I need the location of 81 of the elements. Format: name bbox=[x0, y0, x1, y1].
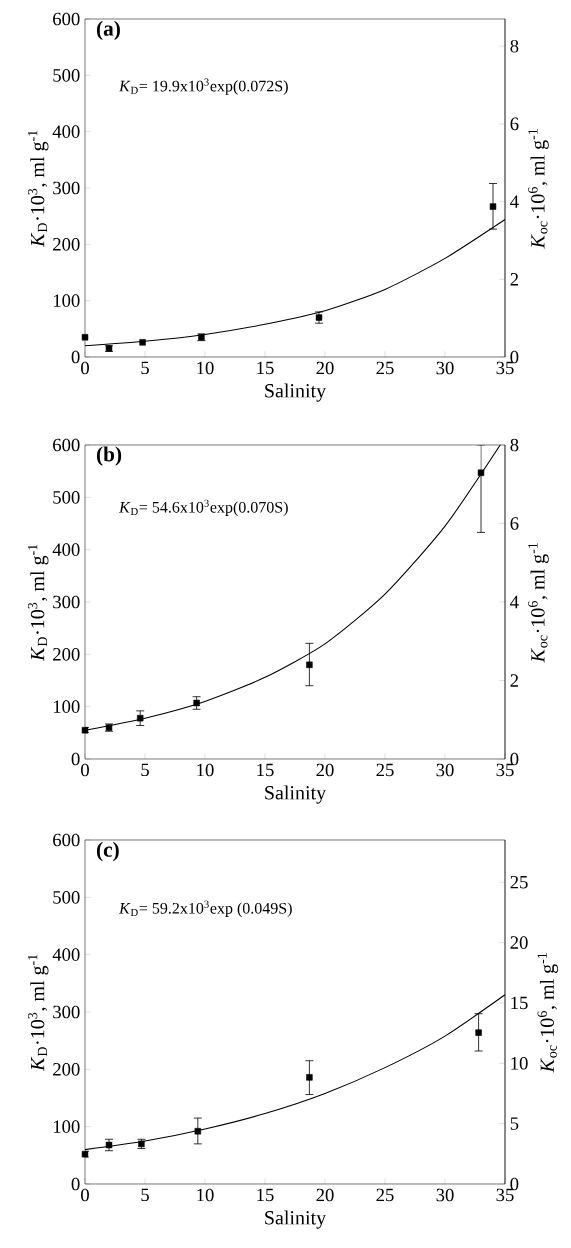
x-tick-label: 25 bbox=[376, 361, 394, 375]
y-tick-label: 0 bbox=[71, 752, 80, 766]
chart-title: (a) bbox=[96, 20, 120, 41]
x-axis-title: Salinity bbox=[265, 785, 327, 804]
y-tick-label: 100 bbox=[53, 294, 80, 307]
x-tick-label: 0 bbox=[81, 763, 89, 777]
y-tick-label: 200 bbox=[53, 648, 80, 661]
y2-tick-label: 25 bbox=[510, 875, 528, 889]
x-tick-label: 15 bbox=[257, 361, 274, 375]
y2-tick-label: 5 bbox=[510, 1117, 519, 1130]
annotation: K$_{D}$= 59.2x10$^{3}$exp (0.049S) bbox=[118, 900, 292, 917]
x-tick-label: 25 bbox=[376, 763, 394, 777]
point bbox=[306, 1074, 313, 1081]
point bbox=[489, 203, 497, 210]
x-tick-label: 0 bbox=[81, 1188, 89, 1202]
y-tick-label: 500 bbox=[53, 491, 80, 504]
point bbox=[194, 1128, 201, 1135]
y-axis-title: K$_{D}$·10$^{3}$, ml g$^{-1}$ bbox=[27, 130, 49, 248]
y-tick-label: 300 bbox=[53, 181, 80, 195]
y2-axis-title: K$_{oc}$·10$^{6}$, ml g$^{-1}$ bbox=[537, 953, 559, 1073]
y-tick-label: 100 bbox=[53, 1120, 80, 1133]
x-tick-label: 20 bbox=[316, 763, 334, 777]
x-tick-label: 20 bbox=[316, 1188, 334, 1202]
x-axis-title: Salinity bbox=[265, 1210, 327, 1229]
x-tick-label: 30 bbox=[436, 1188, 454, 1202]
y-tick-label: 600 bbox=[53, 833, 80, 847]
y2-tick-label: 4 bbox=[510, 195, 519, 208]
annotation: K$_{D}$= 19.9x10$^{3}$exp(0.072S) bbox=[118, 78, 288, 95]
x-tick-label: 0 bbox=[81, 361, 89, 375]
y2-tick-label: 10 bbox=[511, 1056, 528, 1070]
point bbox=[81, 727, 89, 734]
y2-tick-label: 8 bbox=[510, 39, 519, 53]
x-tick-label: 10 bbox=[197, 763, 214, 777]
y-tick-label: 100 bbox=[53, 700, 80, 713]
x-tick-label: 30 bbox=[436, 361, 454, 375]
chart-title: (c) bbox=[96, 841, 119, 862]
x-tick-label: 15 bbox=[257, 1188, 274, 1202]
y-tick-label: 200 bbox=[53, 1063, 80, 1076]
point bbox=[306, 661, 313, 668]
y-tick-label: 600 bbox=[53, 438, 80, 452]
y-tick-label: 300 bbox=[53, 1005, 80, 1019]
y-axis-title: K$_{D}$·10$^{3}$, ml g$^{-1}$ bbox=[27, 954, 49, 1072]
y2-tick-label: 4 bbox=[510, 595, 519, 609]
y-tick-label: 0 bbox=[71, 350, 80, 364]
point bbox=[139, 339, 146, 346]
x-tick-label: 30 bbox=[436, 763, 454, 777]
y2-axis-title: K$_{oc}$·10$^{6}$, ml g$^{-1}$ bbox=[528, 129, 549, 249]
y-axis-title: K$_{D}$·10$^{3}$, ml g$^{-1}$ bbox=[27, 544, 49, 662]
x-tick-label: 5 bbox=[141, 361, 149, 375]
point bbox=[137, 714, 144, 722]
x-tick-label: 15 bbox=[257, 763, 274, 777]
y2-tick-label: 2 bbox=[510, 273, 519, 286]
x-tick-label: 5 bbox=[141, 1188, 149, 1202]
x-tick-label: 10 bbox=[197, 361, 214, 375]
y-tick-label: 500 bbox=[53, 891, 80, 904]
y2-tick-label: 15 bbox=[511, 996, 528, 1010]
y2-tick-label: 20 bbox=[510, 936, 528, 949]
x-tick-label: 5 bbox=[141, 763, 149, 777]
x-tick-label: 20 bbox=[316, 361, 334, 375]
y2-tick-label: 6 bbox=[510, 117, 519, 131]
y2-tick-label: 6 bbox=[510, 517, 519, 530]
y-tick-label: 0 bbox=[71, 1177, 80, 1191]
y-tick-label: 300 bbox=[53, 595, 80, 609]
y-tick-label: 400 bbox=[52, 948, 80, 961]
chart-title: (b) bbox=[96, 446, 122, 466]
point bbox=[477, 469, 485, 476]
point bbox=[81, 334, 89, 341]
y-tick-label: 600 bbox=[53, 12, 80, 26]
annotation: K$_{D}$= 54.6x10$^{3}$exp(0.070S) bbox=[118, 499, 288, 516]
point bbox=[81, 1150, 89, 1158]
point bbox=[475, 1029, 482, 1036]
y-tick-label: 400 bbox=[52, 543, 80, 556]
y2-tick-label: 2 bbox=[510, 674, 519, 687]
y2-axis-title: K$_{oc}$·10$^{6}$, ml g$^{-1}$ bbox=[528, 543, 549, 663]
x-tick-label: 10 bbox=[197, 1188, 214, 1202]
x-axis-title: Salinity bbox=[265, 383, 327, 402]
y-tick-label: 500 bbox=[53, 69, 80, 82]
y-tick-label: 200 bbox=[53, 238, 80, 251]
y2-tick-label: 8 bbox=[510, 438, 519, 452]
y-tick-label: 400 bbox=[52, 125, 80, 138]
x-tick-label: 25 bbox=[376, 1188, 394, 1202]
